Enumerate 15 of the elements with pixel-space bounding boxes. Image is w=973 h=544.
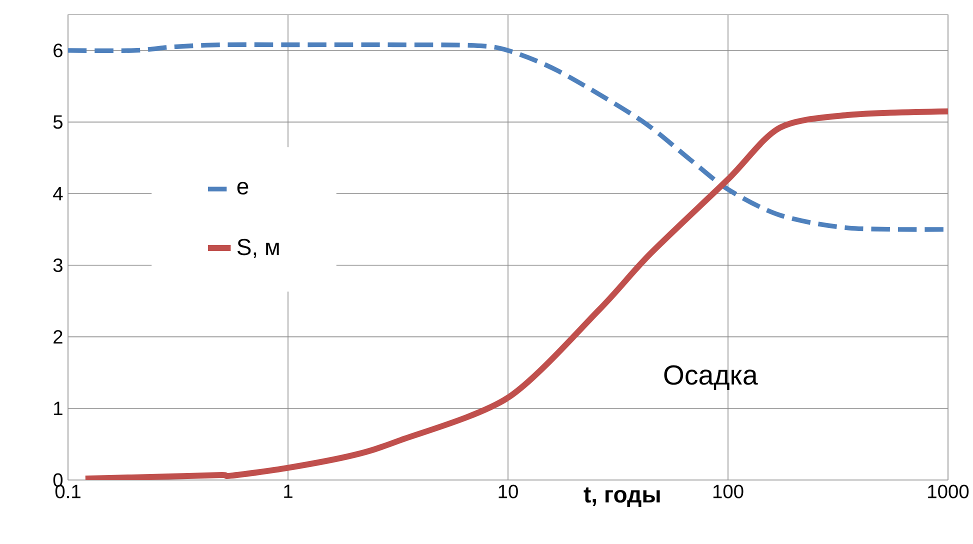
y-tick-label: 3	[53, 258, 62, 272]
x-tick-label: 100	[713, 484, 744, 498]
y-tick-label: 5	[53, 115, 62, 129]
y-tick-label: 4	[53, 187, 63, 200]
y-tick-label: 1	[54, 402, 62, 416]
y-tick-label: 2	[54, 330, 62, 344]
x-tick-label: 1	[284, 484, 292, 498]
legend-label: S, м	[237, 238, 279, 258]
legend-label: e	[237, 182, 248, 194]
y-tick-label: 6	[54, 44, 62, 58]
x-tick-label: 0.1	[55, 484, 80, 498]
x-axis-title: t, годы	[584, 487, 660, 508]
annotation: Осадка	[664, 365, 758, 390]
x-tick-label: 10	[498, 484, 518, 498]
x-tick-label: 1000	[928, 484, 969, 498]
